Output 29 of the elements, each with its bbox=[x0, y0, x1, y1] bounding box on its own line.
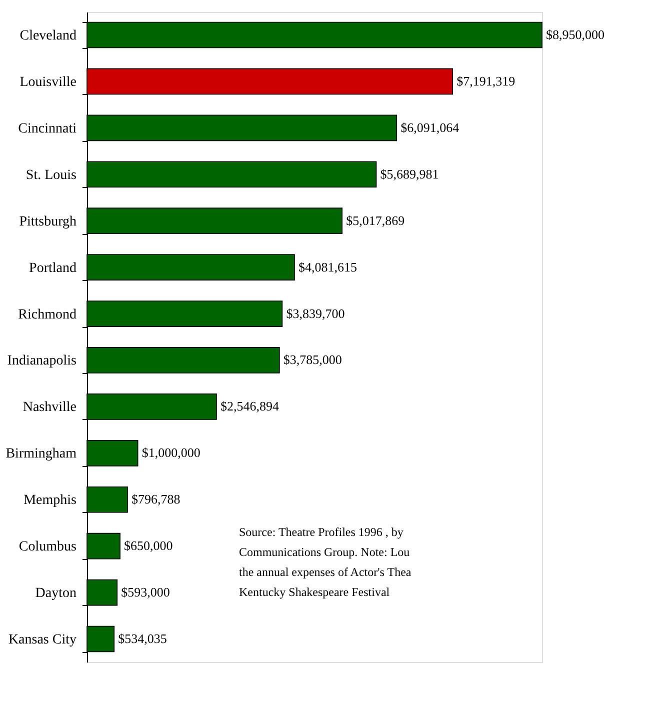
data-label: $650,000 bbox=[124, 538, 173, 554]
y-tick-label: Nashville bbox=[22, 400, 76, 416]
y-tick-label: Portland bbox=[29, 260, 76, 276]
data-label: $5,017,869 bbox=[346, 212, 405, 228]
data-label: $3,785,000 bbox=[283, 352, 342, 368]
data-label: $3,839,700 bbox=[286, 306, 345, 321]
y-tick-label: Louisville bbox=[20, 74, 76, 90]
data-label: $534,035 bbox=[118, 631, 167, 646]
y-tick-label: St. Louis bbox=[26, 168, 76, 183]
data-label: $2,546,894 bbox=[220, 398, 280, 414]
data-label: $6,091,064 bbox=[400, 120, 460, 135]
y-tick-label: Columbus bbox=[18, 540, 76, 555]
y-tick-label: Pittsburgh bbox=[19, 214, 76, 230]
data-label: $8,950,000 bbox=[546, 27, 604, 42]
y-tick-label: Memphis bbox=[24, 493, 76, 508]
y-tick-label: Birmingham bbox=[6, 446, 77, 462]
y-tick-label: Indianapolis bbox=[7, 354, 76, 369]
y-tick-label: Richmond bbox=[18, 307, 76, 322]
y-tick-label: Dayton bbox=[35, 586, 76, 602]
y-tick-label: Cleveland bbox=[20, 28, 76, 44]
data-label: $4,081,615 bbox=[298, 259, 357, 274]
y-tick-label: Cincinnati bbox=[18, 121, 77, 136]
data-label: $5,689,981 bbox=[380, 166, 439, 182]
data-label: $1,000,000 bbox=[142, 445, 200, 460]
y-tick-label: Kansas City bbox=[8, 632, 76, 648]
data-label: $796,788 bbox=[132, 492, 180, 507]
data-label: $593,000 bbox=[121, 584, 170, 600]
annotation: Source: Theatre Profiles 1996 , by Communications Group. Note: Lou the annual expenses of Actor's Thea Kentucky Shakespeare Festival bbox=[239, 525, 412, 599]
data-label: $7,191,319 bbox=[456, 73, 516, 88]
